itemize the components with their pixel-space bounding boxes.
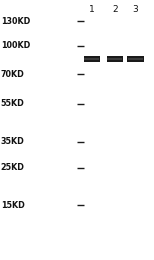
Text: 70KD: 70KD: [1, 70, 24, 79]
Text: 2: 2: [112, 5, 118, 14]
Bar: [107, 58, 122, 60]
Bar: [128, 56, 144, 62]
Text: 3: 3: [133, 5, 138, 14]
Text: 15KD: 15KD: [1, 201, 24, 210]
Text: 130KD: 130KD: [1, 17, 30, 26]
Text: 55KD: 55KD: [1, 100, 24, 108]
Bar: [84, 56, 100, 62]
Text: 1: 1: [89, 5, 95, 14]
Bar: [107, 56, 123, 62]
Bar: [128, 58, 143, 60]
Bar: [84, 58, 99, 60]
Text: 35KD: 35KD: [1, 137, 24, 146]
Text: 25KD: 25KD: [1, 163, 25, 172]
Text: 100KD: 100KD: [1, 41, 30, 50]
